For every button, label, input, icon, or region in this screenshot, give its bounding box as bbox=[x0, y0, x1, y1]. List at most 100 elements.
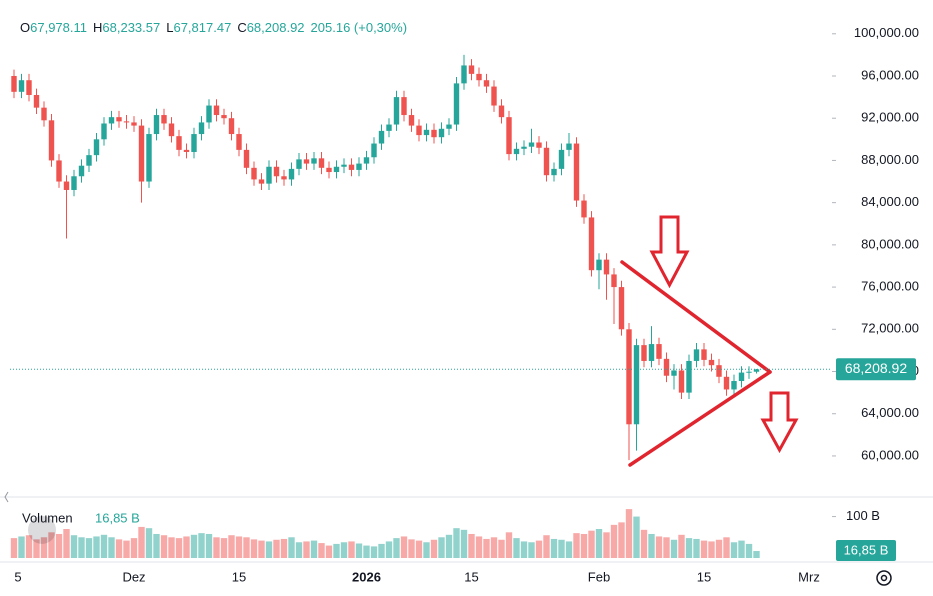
ohlc-header: O67,978.11 H68,233.57 L67,817.47 C68,208.92… bbox=[20, 20, 407, 35]
candle-body bbox=[78, 165, 85, 177]
volume-bar bbox=[408, 539, 415, 558]
settings-icon[interactable] bbox=[876, 570, 892, 586]
volume-bar bbox=[565, 541, 573, 558]
candle-body bbox=[41, 107, 47, 121]
down-arrow bbox=[649, 215, 690, 289]
volume-bar bbox=[130, 538, 138, 558]
ohlc-change: 205.16 (+0,30%) bbox=[311, 20, 407, 35]
volume-bar bbox=[145, 528, 153, 558]
candle-body bbox=[281, 176, 287, 180]
volume-bar bbox=[175, 538, 183, 558]
candle-body bbox=[483, 80, 490, 87]
volume-bar bbox=[63, 529, 70, 558]
volume-bar bbox=[528, 542, 535, 558]
volume-bar bbox=[445, 534, 453, 558]
x-tick-label: Feb bbox=[588, 569, 610, 584]
candle-body bbox=[656, 344, 662, 359]
volume-bar bbox=[715, 539, 723, 558]
last-price-label: 68,208.92 bbox=[845, 360, 907, 376]
candle-body bbox=[408, 115, 415, 126]
volume-bar bbox=[243, 537, 250, 558]
candle-body bbox=[603, 259, 610, 275]
x-tick-label: 15 bbox=[697, 569, 711, 584]
x-tick-label: 5 bbox=[14, 569, 21, 584]
candle-body bbox=[221, 115, 227, 119]
volume-bar bbox=[468, 533, 475, 558]
ohlc-value: 68,208.92 bbox=[247, 20, 305, 35]
volume-bar bbox=[753, 551, 760, 558]
volume-bar bbox=[633, 516, 640, 558]
volume-bar bbox=[663, 537, 670, 558]
candle-body bbox=[33, 94, 40, 108]
x-tick-label: Dez bbox=[122, 569, 145, 584]
volume-bar bbox=[213, 537, 220, 558]
volume-bar bbox=[603, 532, 610, 558]
volume-bar bbox=[498, 539, 505, 558]
volume-bar bbox=[475, 536, 483, 558]
candle-body bbox=[491, 86, 497, 106]
candle-body bbox=[296, 159, 302, 169]
volume-bar bbox=[25, 535, 33, 558]
volume-bar bbox=[123, 540, 130, 558]
volume-bar bbox=[153, 533, 160, 558]
volume-bar bbox=[115, 539, 123, 558]
volume-bar bbox=[648, 533, 655, 558]
candle-body bbox=[48, 120, 55, 161]
candle-body bbox=[416, 125, 422, 136]
collapse-handle[interactable] bbox=[4, 491, 9, 503]
candle-body bbox=[318, 158, 325, 168]
volume-bar bbox=[550, 538, 558, 558]
volume-bar bbox=[415, 540, 423, 558]
y-tick-label: 100,000.00 bbox=[854, 25, 919, 40]
triangle-annotation bbox=[620, 260, 772, 467]
volume-bar bbox=[288, 537, 295, 558]
volume-bar bbox=[730, 542, 738, 558]
candle-body bbox=[536, 142, 542, 148]
volume-bar bbox=[610, 524, 618, 558]
candle-body bbox=[63, 181, 70, 190]
candle-body bbox=[528, 142, 535, 147]
volume-bar bbox=[558, 539, 565, 558]
volume-bar bbox=[385, 541, 393, 558]
volume-bar bbox=[618, 522, 625, 558]
candle-body bbox=[161, 115, 167, 124]
volume-bar bbox=[670, 539, 678, 558]
volume-bar bbox=[18, 536, 25, 558]
candle-body bbox=[746, 371, 752, 373]
candle-body bbox=[551, 168, 557, 176]
volume-bar bbox=[513, 538, 520, 558]
volume-bar bbox=[693, 538, 700, 558]
plot-area bbox=[10, 54, 760, 558]
volume-bar bbox=[723, 537, 730, 558]
volume-bar bbox=[535, 540, 543, 558]
y-tick-label: 64,000.00 bbox=[861, 405, 919, 420]
candle-body bbox=[93, 139, 100, 156]
ohlc-key: C bbox=[237, 20, 246, 35]
candle-body bbox=[506, 117, 512, 155]
candle-body bbox=[686, 360, 692, 393]
candle-body bbox=[378, 130, 385, 144]
volume-bar bbox=[738, 540, 745, 558]
candle-body bbox=[243, 149, 250, 168]
candle-body bbox=[678, 370, 685, 393]
candle-body bbox=[71, 176, 77, 190]
volume-bar bbox=[78, 537, 85, 558]
candle-body bbox=[266, 166, 272, 184]
volume-bar bbox=[640, 529, 648, 558]
volume-bar bbox=[595, 529, 603, 558]
candle-body bbox=[573, 143, 580, 201]
candle-body bbox=[123, 121, 130, 123]
volume-bar bbox=[48, 532, 55, 558]
ohlc-key: H bbox=[93, 20, 102, 35]
candle-body bbox=[453, 83, 460, 125]
volume-bar bbox=[393, 538, 400, 558]
candle-body bbox=[663, 358, 670, 376]
candle-body bbox=[543, 147, 550, 176]
candle-body bbox=[431, 129, 437, 138]
candle-body bbox=[116, 117, 122, 122]
candle-body bbox=[521, 146, 527, 149]
candle-body bbox=[558, 149, 565, 169]
volume-bar bbox=[363, 545, 370, 558]
volume-legend-value: 16,85 B bbox=[95, 510, 140, 525]
volume-bar bbox=[100, 534, 108, 558]
